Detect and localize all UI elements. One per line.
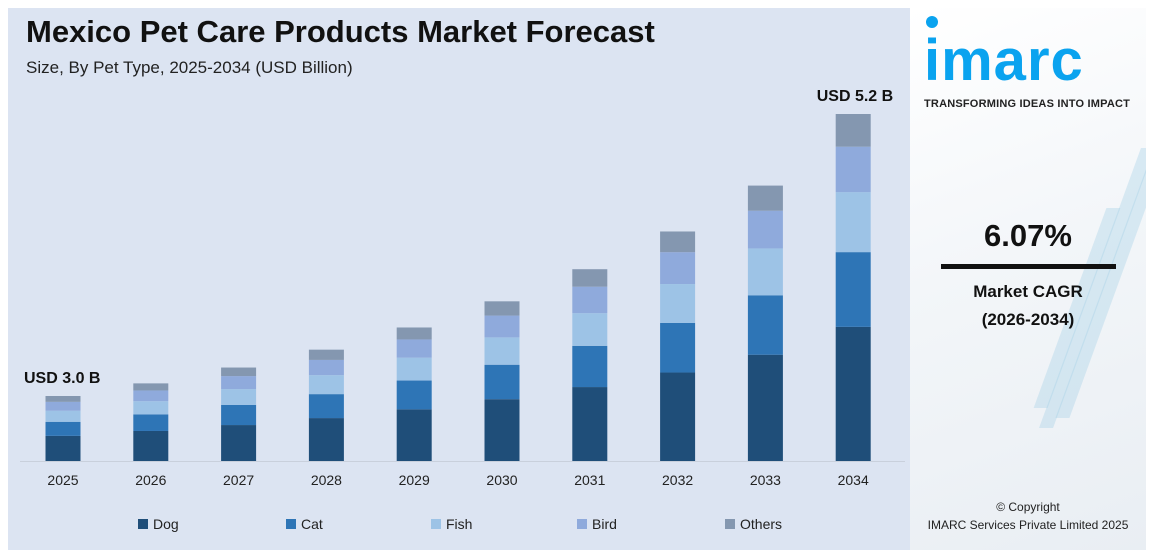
bar-segment-bird-2034 bbox=[835, 146, 871, 193]
bar-segment-others-2027 bbox=[221, 367, 257, 377]
legend-label: Dog bbox=[153, 516, 179, 532]
bar-segment-fish-2032 bbox=[660, 284, 696, 323]
bar-segment-dog-2026 bbox=[133, 430, 169, 461]
cagr-value: 6.07% bbox=[984, 218, 1072, 253]
chart-subtitle: Size, By Pet Type, 2025-2034 (USD Billio… bbox=[26, 58, 353, 77]
bar-segment-others-2032 bbox=[660, 231, 696, 253]
bar-segment-bird-2026 bbox=[133, 390, 169, 402]
legend-label: Others bbox=[740, 516, 783, 532]
bar-segment-dog-2029 bbox=[396, 409, 432, 461]
brand-logo: imarc bbox=[924, 28, 1084, 93]
bar-segment-bird-2028 bbox=[308, 359, 344, 376]
bar-segment-dog-2027 bbox=[221, 425, 257, 461]
bar-segment-cat-2028 bbox=[308, 394, 344, 419]
data-label-2034: USD 5.2 B bbox=[817, 88, 893, 105]
legend-item-others: Others bbox=[725, 516, 782, 532]
bar-segment-others-2029 bbox=[396, 327, 432, 340]
bar-segment-fish-2025 bbox=[45, 410, 81, 422]
logo-dot bbox=[926, 16, 938, 28]
legend-swatch bbox=[577, 519, 587, 529]
bar-segment-cat-2027 bbox=[221, 404, 257, 426]
bar-segment-cat-2032 bbox=[660, 322, 696, 373]
legend-item-bird: Bird bbox=[577, 516, 617, 532]
legend-item-dog: Dog bbox=[138, 516, 179, 532]
bar-segment-cat-2029 bbox=[396, 380, 432, 410]
bar-segment-bird-2029 bbox=[396, 339, 432, 358]
bar-segment-bird-2030 bbox=[484, 315, 520, 338]
x-tick-label: 2034 bbox=[838, 472, 869, 488]
bar-segment-cat-2026 bbox=[133, 414, 169, 431]
divider bbox=[941, 264, 1116, 269]
copyright-line1: © Copyright bbox=[996, 500, 1060, 514]
bar-segment-bird-2031 bbox=[572, 286, 608, 314]
legend-label: Cat bbox=[301, 516, 323, 532]
bar-segment-fish-2026 bbox=[133, 401, 169, 415]
data-label-2025: USD 3.0 B bbox=[24, 370, 100, 387]
bar-segment-cat-2030 bbox=[484, 364, 520, 400]
x-tick-label: 2026 bbox=[135, 472, 166, 488]
x-tick-label: 2033 bbox=[750, 472, 781, 488]
bar-chart: 2025 USD 3.0 B 2026 2027 2028 2029 2030 2031 203… bbox=[20, 88, 905, 488]
bar-segment-others-2030 bbox=[484, 301, 520, 316]
bar-segment-bird-2025 bbox=[45, 401, 81, 411]
bar-segment-others-2031 bbox=[572, 269, 608, 287]
x-tick-label: 2025 bbox=[47, 472, 78, 488]
cagr-label: Market CAGR bbox=[973, 282, 1083, 301]
x-tick-label: 2029 bbox=[399, 472, 430, 488]
bar-segment-bird-2027 bbox=[221, 376, 257, 390]
bar-segment-cat-2031 bbox=[572, 345, 608, 388]
bar-segment-others-2033 bbox=[747, 185, 783, 211]
chart-title: Mexico Pet Care Products Market Forecast bbox=[26, 14, 655, 49]
bar-segment-dog-2028 bbox=[308, 418, 344, 461]
x-tick-label: 2027 bbox=[223, 472, 254, 488]
x-tick-label: 2028 bbox=[311, 472, 342, 488]
bar-segment-fish-2028 bbox=[308, 375, 344, 395]
bar-segment-dog-2032 bbox=[660, 372, 696, 461]
bar-segment-bird-2033 bbox=[747, 210, 783, 249]
bar-segment-fish-2029 bbox=[396, 357, 432, 381]
bar-segment-bird-2032 bbox=[660, 252, 696, 285]
bar-segment-fish-2027 bbox=[221, 389, 257, 405]
cagr-period: (2026-2034) bbox=[981, 310, 1075, 329]
x-tick-label: 2031 bbox=[574, 472, 605, 488]
bar-segment-dog-2033 bbox=[747, 354, 783, 461]
side-panel: imarc TRANSFORMING IDEAS INTO IMPACT 6.0… bbox=[910, 8, 1146, 550]
bar-segment-dog-2034 bbox=[835, 326, 871, 461]
legend-item-cat: Cat bbox=[286, 516, 323, 532]
bar-segment-dog-2025 bbox=[45, 435, 81, 461]
legend-swatch bbox=[286, 519, 296, 529]
legend-label: Bird bbox=[592, 516, 617, 532]
legend-swatch bbox=[431, 519, 441, 529]
copyright-line2: IMARC Services Private Limited 2025 bbox=[927, 518, 1129, 532]
bar-segment-fish-2030 bbox=[484, 337, 520, 365]
bar-segment-others-2025 bbox=[45, 396, 81, 402]
x-tick-label: 2030 bbox=[486, 472, 517, 488]
legend-swatch bbox=[725, 519, 735, 529]
legend-label: Fish bbox=[446, 516, 473, 532]
bar-segment-cat-2034 bbox=[835, 252, 871, 327]
bar-segment-dog-2031 bbox=[572, 387, 608, 461]
bar-segment-fish-2034 bbox=[835, 192, 871, 253]
bar-segment-fish-2033 bbox=[747, 248, 783, 296]
bar-segment-dog-2030 bbox=[484, 399, 520, 461]
bar-segment-cat-2033 bbox=[747, 295, 783, 355]
legend-swatch bbox=[138, 519, 148, 529]
bar-segment-cat-2025 bbox=[45, 421, 81, 436]
legend: Dog Cat Fish Bird Others bbox=[0, 516, 910, 536]
bar-segment-others-2026 bbox=[133, 383, 169, 391]
bar-segment-others-2034 bbox=[835, 114, 871, 147]
bar-segment-fish-2031 bbox=[572, 313, 608, 346]
x-tick-label: 2032 bbox=[662, 472, 693, 488]
bar-segment-others-2028 bbox=[308, 349, 344, 360]
brand-tagline: TRANSFORMING IDEAS INTO IMPACT bbox=[924, 98, 1131, 110]
legend-item-fish: Fish bbox=[431, 516, 472, 532]
